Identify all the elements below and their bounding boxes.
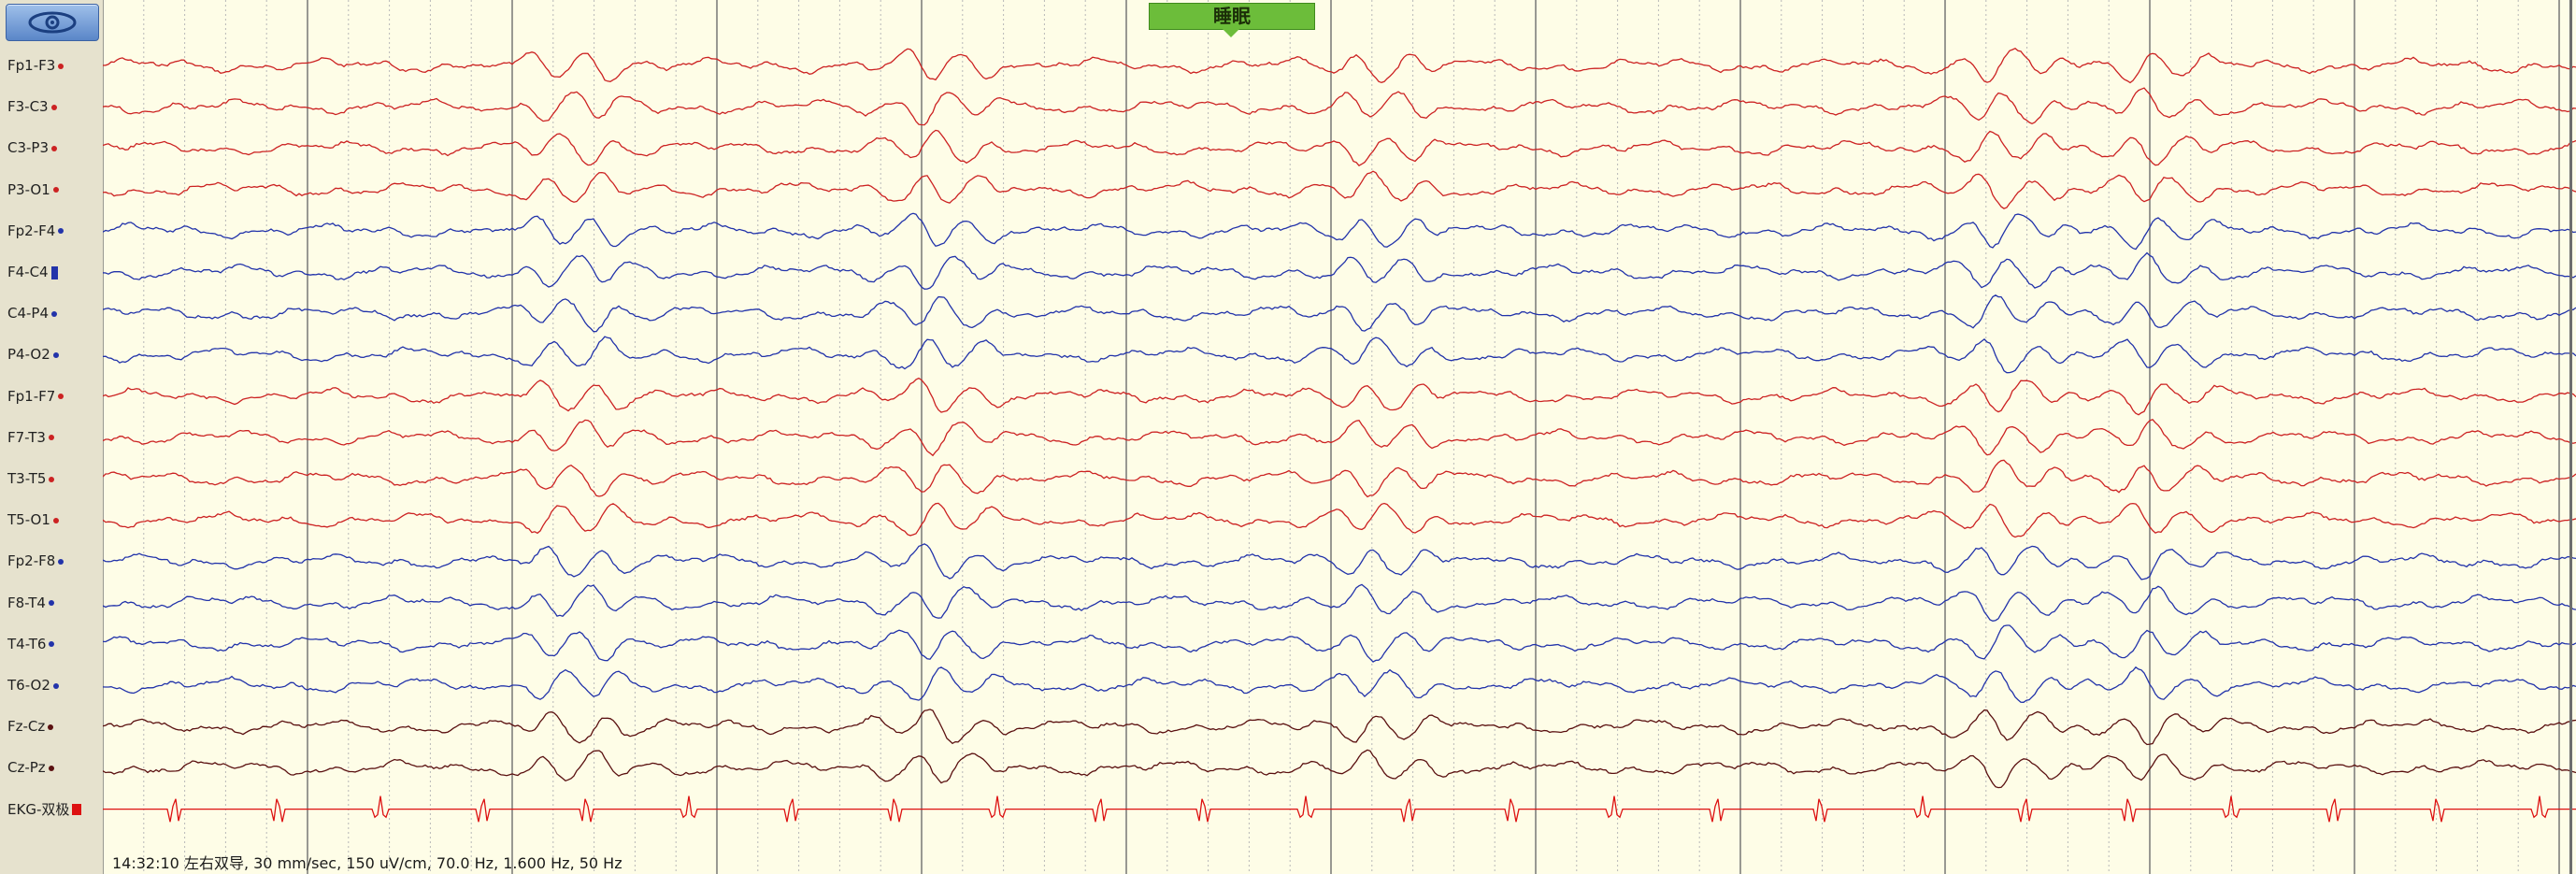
channel-color-marker bbox=[58, 228, 64, 235]
channel-name: EKG-双极 bbox=[7, 800, 70, 818]
eeg-trace bbox=[103, 170, 2576, 209]
channel-name: P3-O1 bbox=[7, 180, 50, 198]
channel-color-marker bbox=[48, 600, 54, 607]
channel-name: T6-O2 bbox=[7, 677, 50, 694]
sleep-event-marker[interactable]: 睡眠 bbox=[1149, 3, 1315, 30]
channel-label[interactable]: Cz-Pz bbox=[7, 758, 54, 777]
channel-color-marker bbox=[52, 682, 59, 689]
channel-name: C4-P4 bbox=[7, 305, 50, 322]
channel-name: Fp2-F8 bbox=[7, 552, 56, 570]
sleep-event-pointer bbox=[1222, 28, 1240, 37]
channel-label[interactable]: T4-T6 bbox=[7, 635, 55, 653]
channel-name: Cz-Pz bbox=[7, 759, 46, 777]
channel-color-marker bbox=[50, 265, 58, 279]
channel-name: Fp1-F7 bbox=[7, 387, 56, 405]
eeg-plot-area[interactable]: 睡眠 bbox=[103, 0, 2576, 874]
channel-name: F4-C4 bbox=[7, 264, 49, 280]
eeg-trace bbox=[103, 543, 2576, 580]
channel-name: T3-T5 bbox=[7, 470, 47, 487]
eeg-waveforms bbox=[103, 0, 2576, 874]
channel-label[interactable]: P4-O2 bbox=[7, 345, 59, 364]
eeg-trace bbox=[103, 87, 2576, 126]
eeg-trace bbox=[103, 336, 2576, 374]
channel-name: F3-C3 bbox=[7, 98, 49, 116]
scroll-edge[interactable] bbox=[2569, 0, 2572, 874]
channel-label[interactable]: T3-T5 bbox=[7, 469, 55, 488]
channel-name: T4-T6 bbox=[7, 635, 47, 652]
channel-label[interactable]: Fp1-F3 bbox=[7, 56, 64, 75]
channel-name: C3-P3 bbox=[7, 139, 50, 157]
channel-name: Fp2-F4 bbox=[7, 222, 56, 239]
channel-label[interactable]: Fp2-F8 bbox=[7, 552, 64, 570]
eeg-trace bbox=[103, 709, 2576, 746]
channel-label[interactable]: T5-O1 bbox=[7, 510, 59, 529]
channel-label[interactable]: F4-C4 bbox=[7, 263, 58, 281]
channel-color-marker bbox=[58, 394, 64, 400]
eeg-trace bbox=[103, 419, 2576, 457]
channel-color-marker bbox=[52, 517, 59, 523]
eeg-trace bbox=[103, 583, 2576, 622]
view-toggle-button[interactable] bbox=[6, 4, 99, 41]
channel-color-marker bbox=[48, 724, 54, 730]
channel-label[interactable]: F3-C3 bbox=[7, 97, 57, 116]
channel-label[interactable]: Fp2-F4 bbox=[7, 222, 64, 240]
channel-color-marker bbox=[52, 351, 59, 358]
eeg-trace bbox=[103, 129, 2576, 167]
eeg-trace bbox=[103, 212, 2576, 251]
channel-color-marker bbox=[49, 641, 55, 648]
channel-label[interactable]: EKG-双极 bbox=[7, 800, 82, 819]
channel-label[interactable]: Fz-Cz bbox=[7, 717, 54, 736]
channel-label[interactable]: F8-T4 bbox=[7, 594, 54, 612]
eeg-trace bbox=[103, 48, 2576, 84]
channel-color-marker bbox=[58, 63, 64, 69]
eeg-trace bbox=[103, 502, 2576, 538]
channel-label[interactable]: C3-P3 bbox=[7, 138, 58, 157]
channel-label-panel: Fp1-F3 F3-C3 C3-P3 P3-O1 Fp2-F4 F4-C4 C4-P4 P4-… bbox=[0, 0, 104, 874]
channel-name: P4-O2 bbox=[7, 346, 50, 364]
channel-name: F7-T3 bbox=[7, 428, 46, 446]
channel-color-marker bbox=[50, 104, 57, 110]
channel-label[interactable]: F7-T3 bbox=[7, 428, 54, 447]
channel-name: T5-O1 bbox=[7, 511, 50, 529]
channel-color-marker bbox=[48, 765, 54, 771]
channel-color-marker bbox=[72, 804, 82, 816]
channel-color-marker bbox=[58, 558, 64, 565]
eeg-trace bbox=[103, 666, 2576, 703]
eeg-trace bbox=[103, 251, 2576, 290]
eeg-trace bbox=[103, 624, 2576, 663]
channel-label[interactable]: C4-P4 bbox=[7, 304, 58, 322]
channel-color-marker bbox=[49, 476, 55, 482]
channel-name: Fp1-F3 bbox=[7, 57, 56, 74]
channel-color-marker bbox=[52, 187, 59, 193]
eye-icon bbox=[28, 11, 77, 34]
eeg-trace bbox=[103, 377, 2576, 416]
channel-label[interactable]: T6-O2 bbox=[7, 676, 59, 695]
channel-label[interactable]: Fp1-F7 bbox=[7, 387, 64, 406]
channel-label[interactable]: P3-O1 bbox=[7, 180, 59, 199]
eeg-trace bbox=[103, 294, 2576, 333]
channel-color-marker bbox=[51, 310, 58, 317]
eeg-trace bbox=[103, 749, 2576, 789]
channel-color-marker bbox=[51, 145, 58, 151]
eeg-trace bbox=[103, 795, 2576, 823]
channel-name: Fz-Cz bbox=[7, 718, 46, 736]
status-bar: 14:32:10 左右双导, 30 mm/sec, 150 uV/cm, 70.… bbox=[112, 854, 623, 872]
eeg-trace bbox=[103, 459, 2576, 498]
channel-name: F8-T4 bbox=[7, 594, 46, 611]
channel-color-marker bbox=[48, 435, 54, 441]
